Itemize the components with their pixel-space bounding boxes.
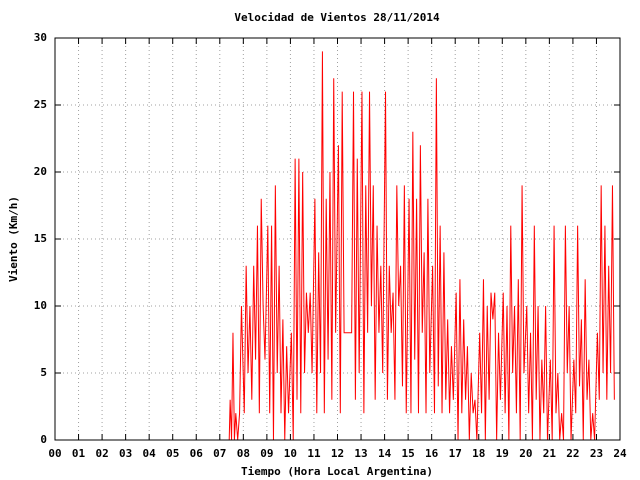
x-tick-label: 03: [119, 447, 132, 460]
x-tick-label: 10: [284, 447, 297, 460]
y-tick-label: 15: [34, 232, 47, 245]
y-tick-label: 10: [34, 299, 47, 312]
x-tick-label: 21: [543, 447, 557, 460]
x-tick-label: 17: [449, 447, 462, 460]
x-tick-label: 00: [48, 447, 61, 460]
x-tick-label: 11: [307, 447, 321, 460]
y-tick-label: 5: [40, 366, 47, 379]
x-tick-label: 14: [378, 447, 392, 460]
x-tick-label: 22: [566, 447, 579, 460]
x-axis-label: Tiempo (Hora Local Argentina): [241, 465, 433, 478]
y-tick-label: 0: [40, 433, 47, 446]
x-tick-label: 20: [519, 447, 532, 460]
x-tick-label: 08: [237, 447, 250, 460]
x-tick-label: 16: [425, 447, 439, 460]
x-tick-label: 02: [95, 447, 108, 460]
x-tick-label: 19: [496, 447, 509, 460]
y-axis-label: Viento (Km/h): [7, 196, 20, 282]
plot-border: [54, 37, 621, 441]
wind-line: [55, 51, 615, 441]
x-tick-label: 13: [354, 447, 367, 460]
x-tick-label: 23: [590, 447, 603, 460]
y-tick-label: 25: [34, 98, 47, 111]
x-tick-label: 09: [260, 447, 273, 460]
x-tick-label: 18: [472, 447, 485, 460]
y-tick-label: 30: [34, 31, 47, 44]
x-tick-label: 24: [613, 447, 627, 460]
x-tick-label: 15: [402, 447, 415, 460]
x-tick-label: 04: [143, 447, 157, 460]
x-tick-label: 05: [166, 447, 179, 460]
x-tick-label: 07: [213, 447, 226, 460]
y-tick-label: 20: [34, 165, 47, 178]
x-tick-label: 12: [331, 447, 344, 460]
x-tick-label: 01: [72, 447, 86, 460]
chart-title: Velocidad de Vientos 28/11/2014: [234, 11, 440, 24]
x-tick-label: 06: [190, 447, 204, 460]
